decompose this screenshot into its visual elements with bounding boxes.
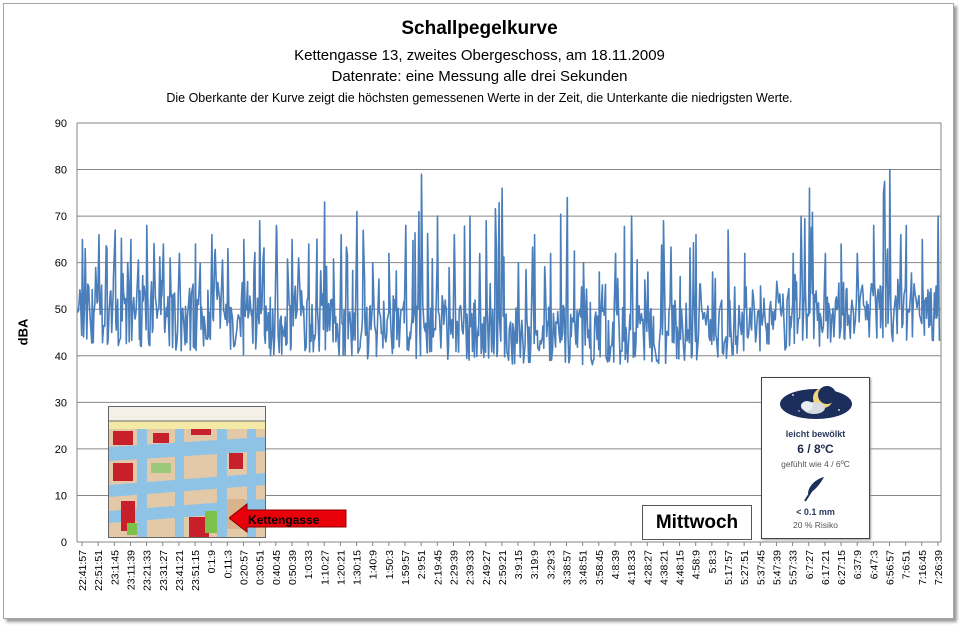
y-tick-label: 70 [55, 211, 67, 223]
x-tick-label: 0:30:51 [255, 550, 267, 585]
x-tick-label: 7:16:45 [917, 550, 929, 585]
x-tick-labels: 22:41:57 22:51:51 23:1:45 23:11:39 23:21:33 2… [77, 550, 945, 591]
x-tick-label: 3:48:51 [578, 550, 590, 585]
weather-precipitation: < 0.1 mm [796, 507, 835, 517]
x-tick-label: 1:50:3 [384, 550, 396, 579]
x-tick-label: 2:49:27 [481, 550, 493, 585]
x-tick-label: 6:37:9 [852, 550, 864, 579]
y-tick-label: 90 [55, 118, 67, 130]
moon-cloud-icon [780, 386, 852, 419]
x-tick-label: 5:27:51 [739, 550, 751, 585]
y-tick-label: 20 [55, 444, 67, 456]
x-tick-label: 0:20:57 [239, 550, 251, 585]
y-tick-label: 0 [61, 537, 67, 549]
x-tick-label: 5:8:3 [707, 550, 719, 574]
x-tick-label: 22:51:51 [93, 550, 105, 591]
x-tick-label: 23:1:45 [109, 550, 121, 585]
x-tick-label: 3:19:9 [529, 550, 541, 579]
x-tick-label: 0:50:39 [287, 550, 299, 585]
y-tick-label: 10 [55, 490, 67, 502]
x-tick-label: 0:40:45 [271, 550, 283, 585]
chart-subtitle-datarate: Datenrate: eine Messung alle drei Sekund… [331, 68, 628, 85]
x-tick-label: 2:39:33 [465, 550, 477, 585]
x-tick-label: 23:31:27 [158, 550, 170, 591]
weather-temperature: 6 / 8ºC [797, 442, 834, 456]
x-tick-label: 6:27:15 [836, 550, 848, 585]
red-arrow-icon [229, 503, 347, 533]
x-tick-label: 22:41:57 [77, 550, 89, 591]
x-tick-label: 5:57:33 [788, 550, 800, 585]
x-tick-label: 1:20:21 [335, 550, 347, 585]
y-tick-label: 80 [55, 165, 67, 177]
x-tick-label: 1:0:33 [303, 550, 315, 579]
chart-subtitle-location: Kettengasse 13, zweites Obergeschoss, am… [294, 47, 665, 64]
arrow-label-kettengasse: Kettengasse [248, 513, 320, 527]
x-tick-label: 3:38:57 [562, 550, 574, 585]
x-tick-label: 1:40:9 [368, 550, 380, 579]
x-tick-label: 0:11:3 [222, 550, 234, 579]
x-tick-label: 2:19:45 [432, 550, 444, 585]
x-tick-label: 1:59:57 [400, 550, 412, 585]
x-tick-label: 4:28:27 [642, 550, 654, 585]
x-tick-label: 5:37:45 [755, 550, 767, 585]
x-tick-label: 2:59:21 [497, 550, 509, 585]
series-lines [77, 168, 941, 366]
x-tick-label: 1:30:15 [352, 550, 364, 585]
x-tick-label: 6:17:21 [820, 550, 832, 585]
weather-box: leicht bewölkt 6 / 8ºC gefühlt wie 4 / 6… [761, 377, 870, 539]
x-tick-label: 6:47:3 [868, 550, 880, 579]
y-tick-label: 30 [55, 397, 67, 409]
x-tick-label: 3:29:3 [545, 550, 557, 579]
x-tick-label: 6:7:27 [804, 550, 816, 579]
x-tick-label: 7:26:39 [933, 550, 945, 585]
weather-risk: 20 % Risiko [793, 520, 838, 530]
chart-title: Schallpegelkurve [401, 18, 558, 39]
weekday-label: Mittwoch [642, 505, 752, 540]
x-tick-label: 2:29:39 [448, 550, 460, 585]
chart-subtitle-explanation: Die Oberkante der Kurve zeigt die höchst… [166, 91, 793, 105]
y-tick-labels: 0 10 20 30 40 50 60 70 80 90 [55, 118, 67, 549]
x-tick-label: 4:58:9 [691, 550, 703, 579]
x-tick-label: 5:47:39 [771, 550, 783, 585]
x-tick-label: 2:9:51 [416, 550, 428, 579]
x-tick-label: 23:21:33 [142, 550, 154, 591]
x-tick-label: 23:51:15 [190, 550, 202, 591]
umbrella-icon [804, 477, 824, 502]
x-tick-label: 3:58:45 [594, 550, 606, 585]
y-tick-label: 50 [55, 304, 67, 316]
weather-condition: leicht bewölkt [785, 429, 846, 439]
x-tick-label: 4:38:21 [658, 550, 670, 585]
x-tick-label: 7:6:51 [901, 550, 913, 579]
x-tick-label: 3:9:15 [513, 550, 525, 579]
x-tick-label: 6:56:57 [885, 550, 897, 585]
x-tick-label: 4:18:33 [626, 550, 638, 585]
x-tick-label: 1:10:27 [319, 550, 331, 585]
x-tick-label: 0:1:9 [206, 550, 218, 574]
x-tick-label: 4:8:39 [610, 550, 622, 579]
series-line-dba [77, 168, 941, 366]
x-tick-label: 5:17:57 [723, 550, 735, 585]
x-tick-label: 4:48:15 [675, 550, 687, 585]
y-tick-label: 40 [55, 351, 67, 363]
weather-felt-temperature: gefühlt wie 4 / 6ºC [781, 459, 850, 469]
y-tick-label: 60 [55, 258, 67, 270]
x-tick-label: 23:41:21 [174, 550, 186, 591]
x-tick-label: 23:11:39 [125, 550, 137, 590]
